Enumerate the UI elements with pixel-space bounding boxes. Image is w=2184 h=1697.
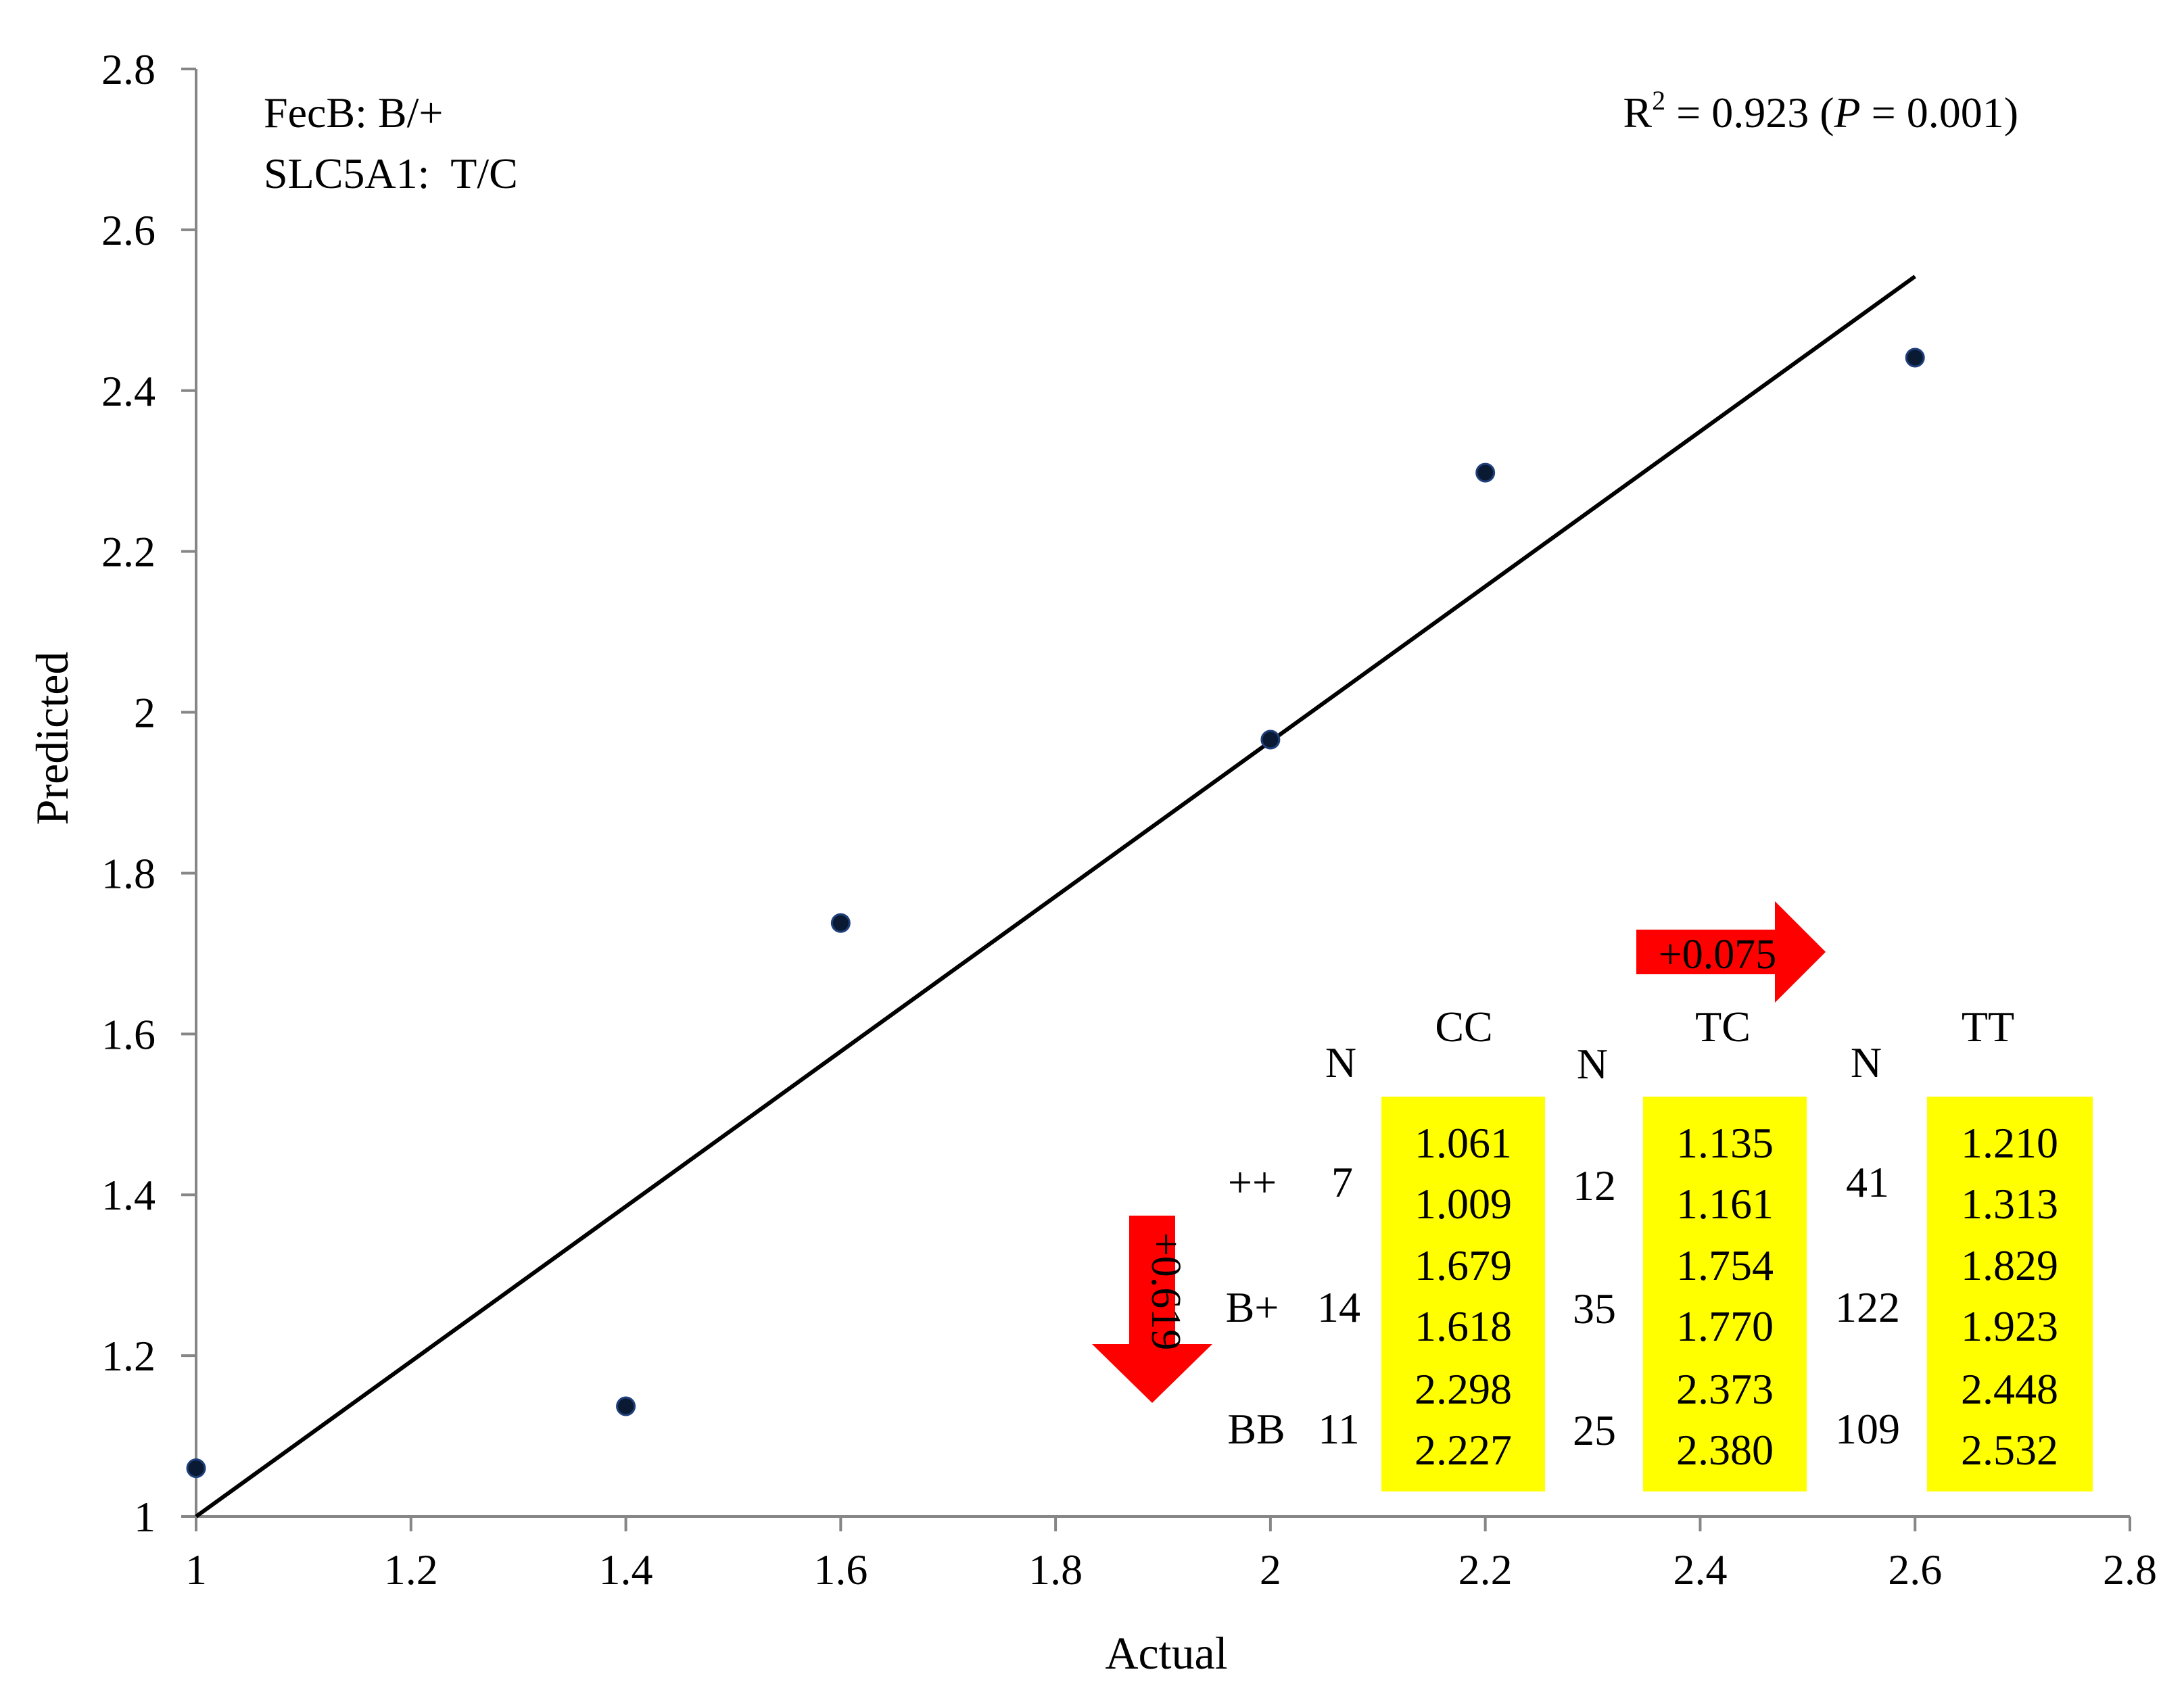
y-tick-label: 2.6 [101,206,156,254]
column-header-tt: TT [1962,1003,2014,1051]
data-point [616,1396,636,1416]
y-tick-label: 2 [134,689,156,737]
value-plusplus-tt-2: 1.313 [1961,1180,2058,1228]
n-bplus-cc: 14 [1317,1283,1360,1331]
data-points [186,348,1925,1479]
n-plusplus-tc: 12 [1573,1162,1616,1210]
tt-highlight-box [1927,1097,2093,1491]
cc-highlight-box [1381,1097,1545,1491]
row-label-bb: BB [1227,1405,1285,1453]
value-bb-cc-2: 2.227 [1415,1426,1512,1474]
regression-line [195,274,1916,1519]
r-squared-annotation: R2 = 0.923 (P = 0.001) [1623,85,2018,137]
value-bplus-tc-2: 1.770 [1676,1302,1774,1350]
n-bb-cc: 11 [1318,1405,1360,1453]
n-bplus-tc: 35 [1573,1285,1616,1333]
x-tick-label: 2.6 [1888,1546,1942,1594]
data-point [1905,348,1925,368]
data-point [1260,730,1281,750]
x-tick-label: 1.2 [384,1546,438,1594]
x-tick-label: 2 [1260,1546,1281,1594]
fecb-effect-label: +0.619 [1143,1233,1189,1350]
genotype-value-table: CC TC TT N N N ++ 7 12 41 1.061 1.009 1.… [1226,1003,2093,1491]
x-ticks: 1 1.2 1.4 1.6 1.8 2 2.2 2.4 2.6 2.8 [185,1516,2157,1594]
y-tick-label: 1.8 [101,849,156,897]
tc-highlight-box [1643,1097,1807,1491]
value-bb-tt-2: 2.532 [1961,1426,2058,1474]
y-tick-label: 1 [134,1493,156,1541]
column-header-tc: TC [1695,1003,1751,1051]
y-ticks: 1 1.2 1.4 1.6 1.8 2 2.2 2.4 2.6 2.8 [101,45,196,1541]
down-arrow-icon [1092,1216,1212,1403]
value-bb-tt-1: 2.448 [1961,1365,2058,1413]
slc5a1-effect-label: +0.075 [1659,932,1776,978]
n-header-cc: N [1325,1038,1356,1086]
n-bb-tt: 109 [1835,1405,1900,1453]
value-bplus-tc-1: 1.754 [1676,1241,1774,1289]
n-bb-tc: 25 [1573,1406,1616,1454]
n-header-tc: N [1577,1040,1608,1088]
y-tick-label: 2.2 [101,528,156,576]
value-plusplus-cc-2: 1.009 [1415,1180,1512,1228]
x-tick-label: 2.8 [2103,1546,2157,1594]
x-tick-label: 1.6 [813,1546,868,1594]
n-header-tt: N [1851,1038,1882,1086]
row-label-bplus: B+ [1226,1283,1279,1331]
value-bplus-cc-2: 1.618 [1415,1302,1512,1350]
n-plusplus-tt: 41 [1846,1158,1889,1206]
data-point [1475,462,1496,483]
value-bb-cc-1: 2.298 [1415,1365,1512,1413]
x-tick-label: 2.4 [1673,1546,1727,1594]
row-label-plusplus: ++ [1228,1158,1277,1206]
value-plusplus-tc-2: 1.161 [1676,1180,1774,1228]
data-point [186,1458,206,1479]
value-plusplus-tt-1: 1.210 [1961,1119,2058,1167]
y-tick-label: 2.4 [101,367,156,415]
x-tick-label: 1 [185,1546,207,1594]
column-header-cc: CC [1435,1003,1492,1051]
genotype-slc5a1: SLC5A1: T/C [264,149,518,197]
y-tick-label: 1.4 [101,1171,156,1219]
x-tick-label: 1.4 [599,1546,653,1594]
data-point [830,913,851,933]
genotype-fecb: FecB: B/+ [264,89,443,137]
y-tick-label: 1.2 [101,1332,156,1380]
x-tick-label: 1.8 [1028,1546,1083,1594]
value-bplus-tt-1: 1.829 [1961,1241,2058,1289]
n-plusplus-cc: 7 [1331,1158,1353,1206]
y-axis-title: Predicted [26,652,78,826]
x-tick-label: 2.2 [1458,1546,1513,1594]
y-tick-label: 2.8 [101,45,156,93]
value-bplus-tt-2: 1.923 [1961,1302,2058,1350]
x-axis-title: Actual [1105,1627,1227,1679]
value-plusplus-cc-1: 1.061 [1415,1119,1512,1167]
value-plusplus-tc-1: 1.135 [1676,1119,1774,1167]
value-bb-tc-1: 2.373 [1676,1365,1774,1413]
n-bplus-tt: 122 [1835,1283,1900,1331]
y-tick-label: 1.6 [101,1010,156,1058]
right-arrow-icon [1636,901,1826,1003]
value-bplus-cc-1: 1.679 [1415,1241,1512,1289]
value-bb-tc-2: 2.380 [1676,1426,1774,1474]
